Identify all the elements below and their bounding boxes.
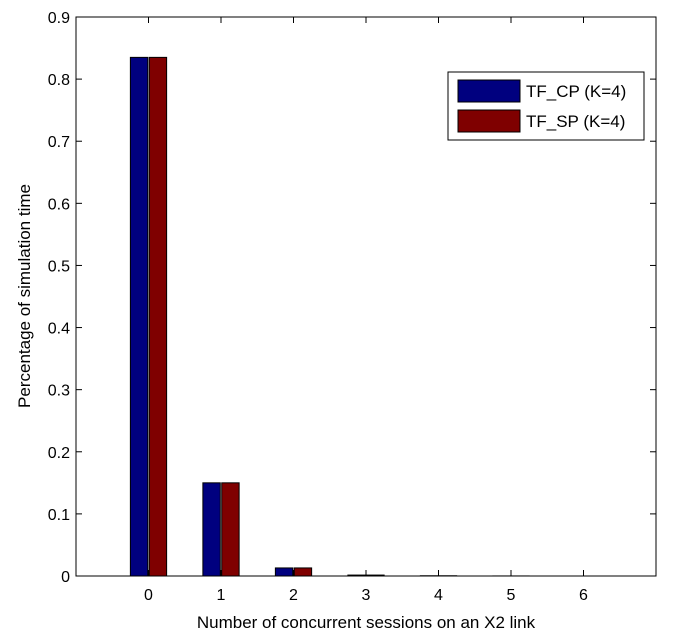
x-axis-label: Number of concurrent sessions on an X2 l… xyxy=(197,613,536,632)
bar-tf-sp-2 xyxy=(293,567,313,577)
y-tick-label-0.3: 0.3 xyxy=(48,383,70,400)
legend-label-tf-cp: TF_CP (K=4) xyxy=(526,82,626,101)
bars-group xyxy=(129,56,530,577)
x-tick-label-3: 3 xyxy=(362,587,371,604)
y-tick-label-0.8: 0.8 xyxy=(48,72,70,89)
x-tick-label-6: 6 xyxy=(579,587,588,604)
x-tick-label-1: 1 xyxy=(217,587,226,604)
legend: TF_CP (K=4) TF_SP (K=4) xyxy=(447,71,645,141)
x-tick-label-2: 2 xyxy=(289,587,298,604)
bar-tf-cp-2 xyxy=(274,567,294,577)
legend-swatch-tf-cp xyxy=(457,79,521,103)
bar-tf-sp-1 xyxy=(221,482,240,577)
y-tick-label-0.9: 0.9 xyxy=(48,10,70,27)
bar-tf-cp-0 xyxy=(129,56,149,577)
x-tick-label-5: 5 xyxy=(507,587,516,604)
bar-tf-sp-0 xyxy=(148,56,168,577)
x-ticks-group: 0 1 2 3 4 5 6 xyxy=(144,17,588,604)
y-ticks-group: 0 0.1 0.2 0.3 0.4 0.5 0.6 0.7 0.8 0.9 xyxy=(48,10,656,586)
x-tick-label-4: 4 xyxy=(434,587,443,604)
x-tick-label-0: 0 xyxy=(144,587,153,604)
y-tick-label-0.4: 0.4 xyxy=(48,321,70,338)
y-tick-label-0.1: 0.1 xyxy=(48,507,70,524)
bar-tf-sp-3 xyxy=(366,574,385,577)
y-tick-label-0.7: 0.7 xyxy=(48,134,70,151)
bar-tf-cp-3 xyxy=(347,574,366,577)
y-tick-label-0.2: 0.2 xyxy=(48,445,70,462)
legend-label-tf-sp: TF_SP (K=4) xyxy=(526,112,625,131)
y-tick-label-0.6: 0.6 xyxy=(48,196,70,213)
y-tick-label-0.5: 0.5 xyxy=(48,258,70,275)
legend-swatch-tf-sp xyxy=(457,109,521,133)
y-tick-label-0: 0 xyxy=(61,569,70,586)
bar-tf-cp-1 xyxy=(202,482,221,577)
y-axis-label: Percentage of simulation time xyxy=(15,184,34,408)
